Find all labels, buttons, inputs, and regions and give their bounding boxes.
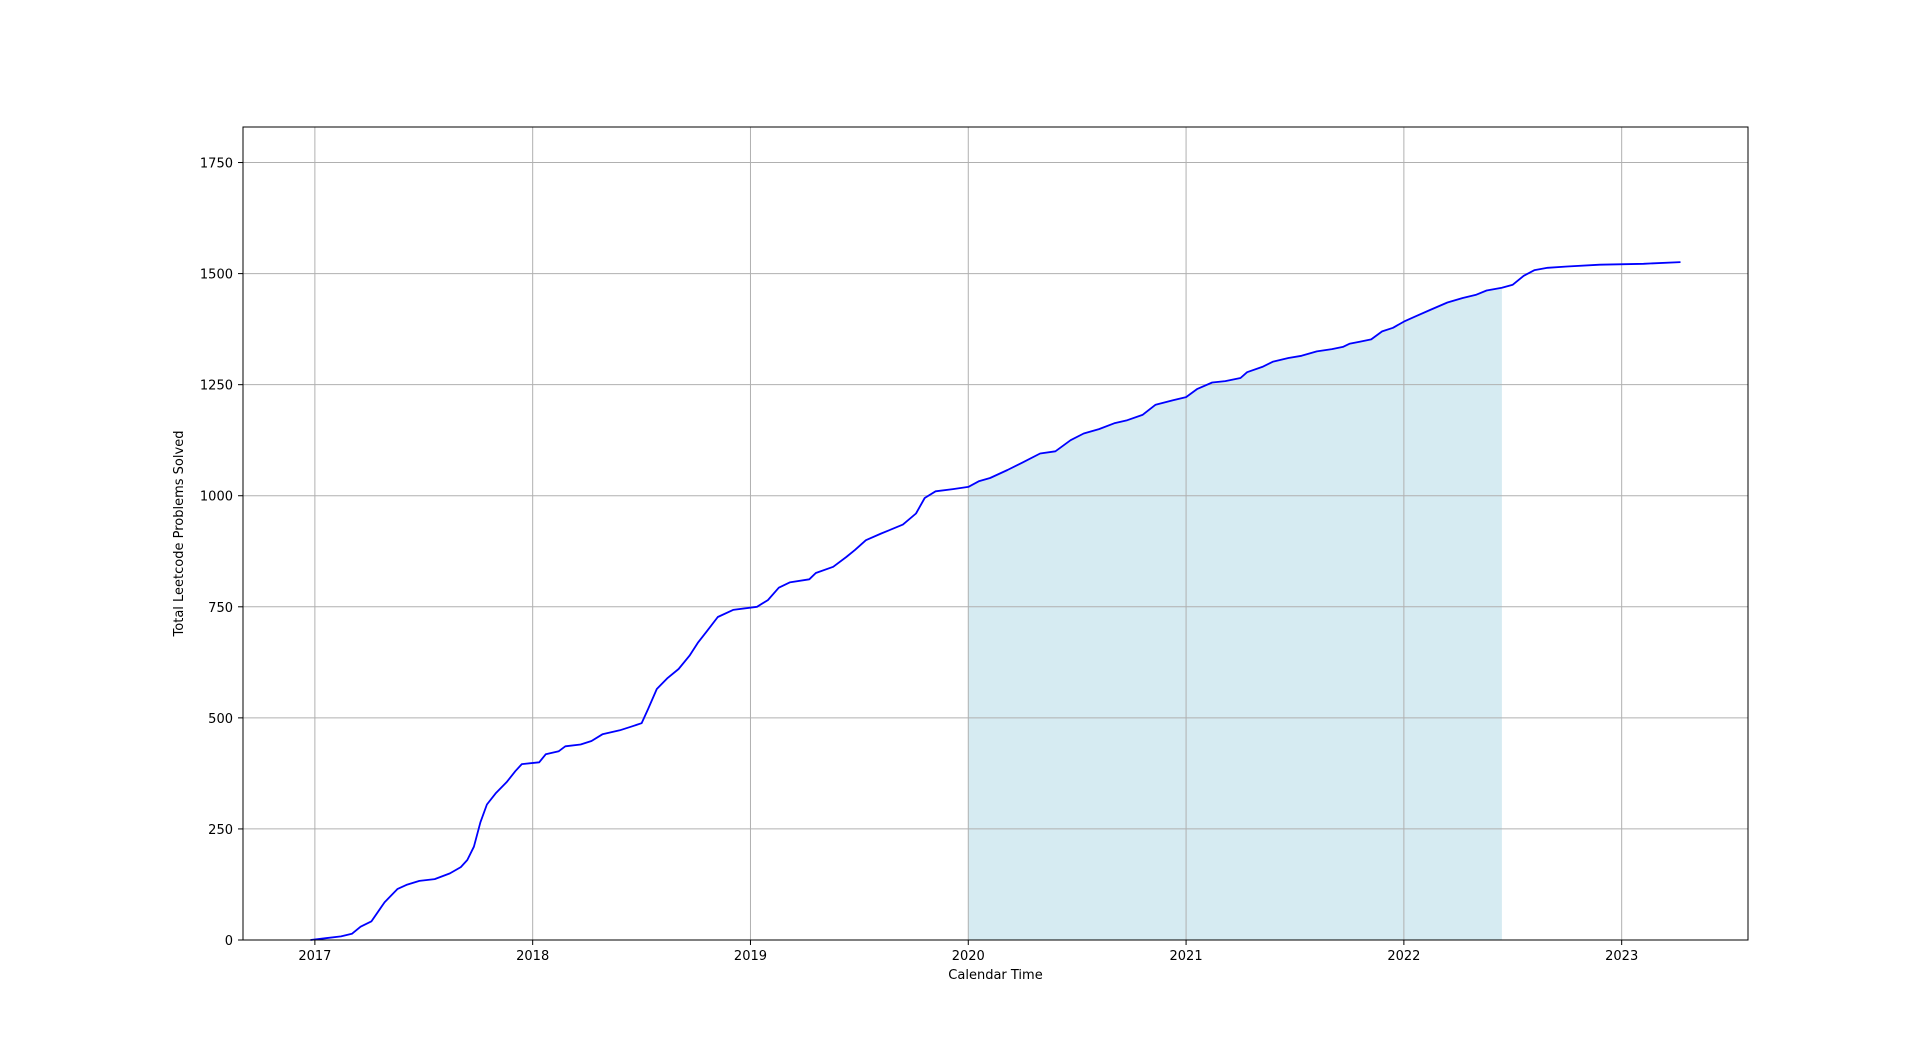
x-tick-label: 2021 xyxy=(1170,949,1203,964)
shaded-region xyxy=(968,287,1502,940)
y-tick-label: 500 xyxy=(208,712,233,727)
series-line xyxy=(310,261,1681,941)
x-tick-label: 2023 xyxy=(1605,949,1638,964)
series-line-layer xyxy=(310,261,1681,941)
shaded-region-layer xyxy=(968,287,1502,940)
y-tick-label: 0 xyxy=(225,934,233,949)
y-tick-label: 1000 xyxy=(200,490,233,505)
y-tick-label: 250 xyxy=(208,823,233,838)
x-tick-label: 2017 xyxy=(298,949,331,964)
y-axis-label: Total Leetcode Problems Solved xyxy=(172,431,187,638)
x-axis-ticks: 2017 2018 2019 2020 2021 2022 2023 xyxy=(298,940,1638,964)
y-tick-label: 750 xyxy=(208,601,233,616)
x-axis-label: Calendar Time xyxy=(948,968,1042,983)
y-tick-label: 1500 xyxy=(200,268,233,283)
y-axis-ticks: 0 250 500 750 1000 1250 1500 1750 xyxy=(200,157,243,949)
y-tick-label: 1250 xyxy=(200,379,233,394)
y-tick-label: 1750 xyxy=(200,157,233,172)
plot-area-frame xyxy=(242,126,1749,941)
grid-layer xyxy=(243,127,1748,941)
x-tick-label: 2018 xyxy=(516,949,549,964)
x-tick-label: 2022 xyxy=(1387,949,1420,964)
x-tick-label: 2019 xyxy=(734,949,767,964)
x-tick-label: 2020 xyxy=(952,949,985,964)
